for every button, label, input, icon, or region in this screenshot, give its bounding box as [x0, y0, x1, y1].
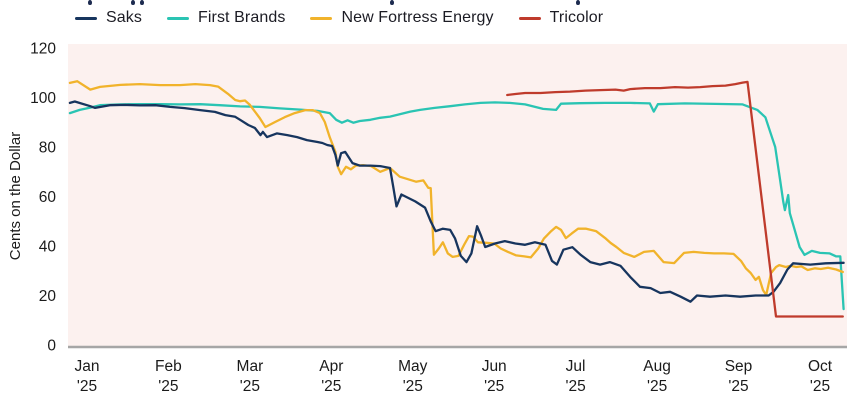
x-tick-label-month: May: [398, 358, 428, 375]
title-descender-mark: [131, 0, 135, 5]
y-tick-label: 100: [30, 90, 56, 107]
x-tick-label-month: Feb: [155, 358, 182, 375]
x-tick-label-month: Sep: [725, 358, 753, 375]
legend-label: Tricolor: [549, 9, 604, 26]
y-tick-label: 80: [39, 140, 57, 157]
x-tick-label-year: '25: [158, 378, 178, 395]
series-line-new-fortress-energy: [68, 80, 844, 297]
x-tick-label-month: Apr: [319, 358, 343, 375]
y-tick-label: 60: [39, 189, 57, 206]
x-tick-label-month: Oct: [808, 358, 833, 375]
y-tick-label: 0: [47, 338, 56, 355]
x-tick-label-year: '25: [77, 378, 97, 395]
x-tick-label-year: '25: [321, 378, 341, 395]
x-tick-label-year: '25: [728, 378, 748, 395]
legend-label: New Fortress Energy: [341, 9, 494, 26]
x-tick-label-month: Mar: [237, 358, 264, 375]
series-line-saks: [68, 100, 845, 303]
chart-legend: Saks First Brands New Fortress Energy Trico…: [75, 9, 603, 27]
x-tick-label-month: Aug: [643, 358, 671, 375]
legend-item-tricolor: Tricolor: [518, 9, 604, 27]
legend-item-new-fortress-energy: New Fortress Energy: [310, 9, 494, 27]
title-descender-mark: [390, 0, 394, 5]
plot-background: [68, 44, 847, 347]
series-line-tricolor: [506, 80, 844, 318]
x-tick-label-year: '25: [484, 378, 504, 395]
title-descender-mark: [140, 0, 144, 5]
title-descender-mark: [88, 0, 92, 5]
legend-swatch-icon: [310, 16, 333, 20]
y-tick-label: 120: [30, 41, 56, 58]
title-descender-mark: [576, 0, 580, 5]
legend-swatch-icon: [166, 16, 189, 20]
x-tick-label-year: '25: [565, 378, 585, 395]
y-tick-label: 40: [39, 239, 57, 256]
x-tick-label-month: Jul: [566, 358, 586, 375]
legend-item-first-brands: First Brands: [166, 9, 286, 27]
legend-swatch-icon: [518, 16, 541, 20]
x-tick-label-month: Jun: [482, 358, 507, 375]
cropped-title-fragment: [0, 0, 847, 6]
legend-swatch-icon: [75, 16, 97, 20]
x-tick-label-month: Jan: [75, 358, 100, 375]
legend-label: First Brands: [197, 9, 286, 26]
y-tick-label: 20: [39, 288, 57, 305]
x-tick-label-year: '25: [240, 378, 260, 395]
legend-item-saks: Saks: [75, 9, 142, 27]
legend-label: Saks: [106, 9, 142, 26]
x-tick-label-year: '25: [810, 378, 830, 395]
x-tick-label-year: '25: [403, 378, 423, 395]
x-tick-label-year: '25: [647, 378, 667, 395]
y-axis-title: Cents on the Dollar: [7, 132, 24, 260]
